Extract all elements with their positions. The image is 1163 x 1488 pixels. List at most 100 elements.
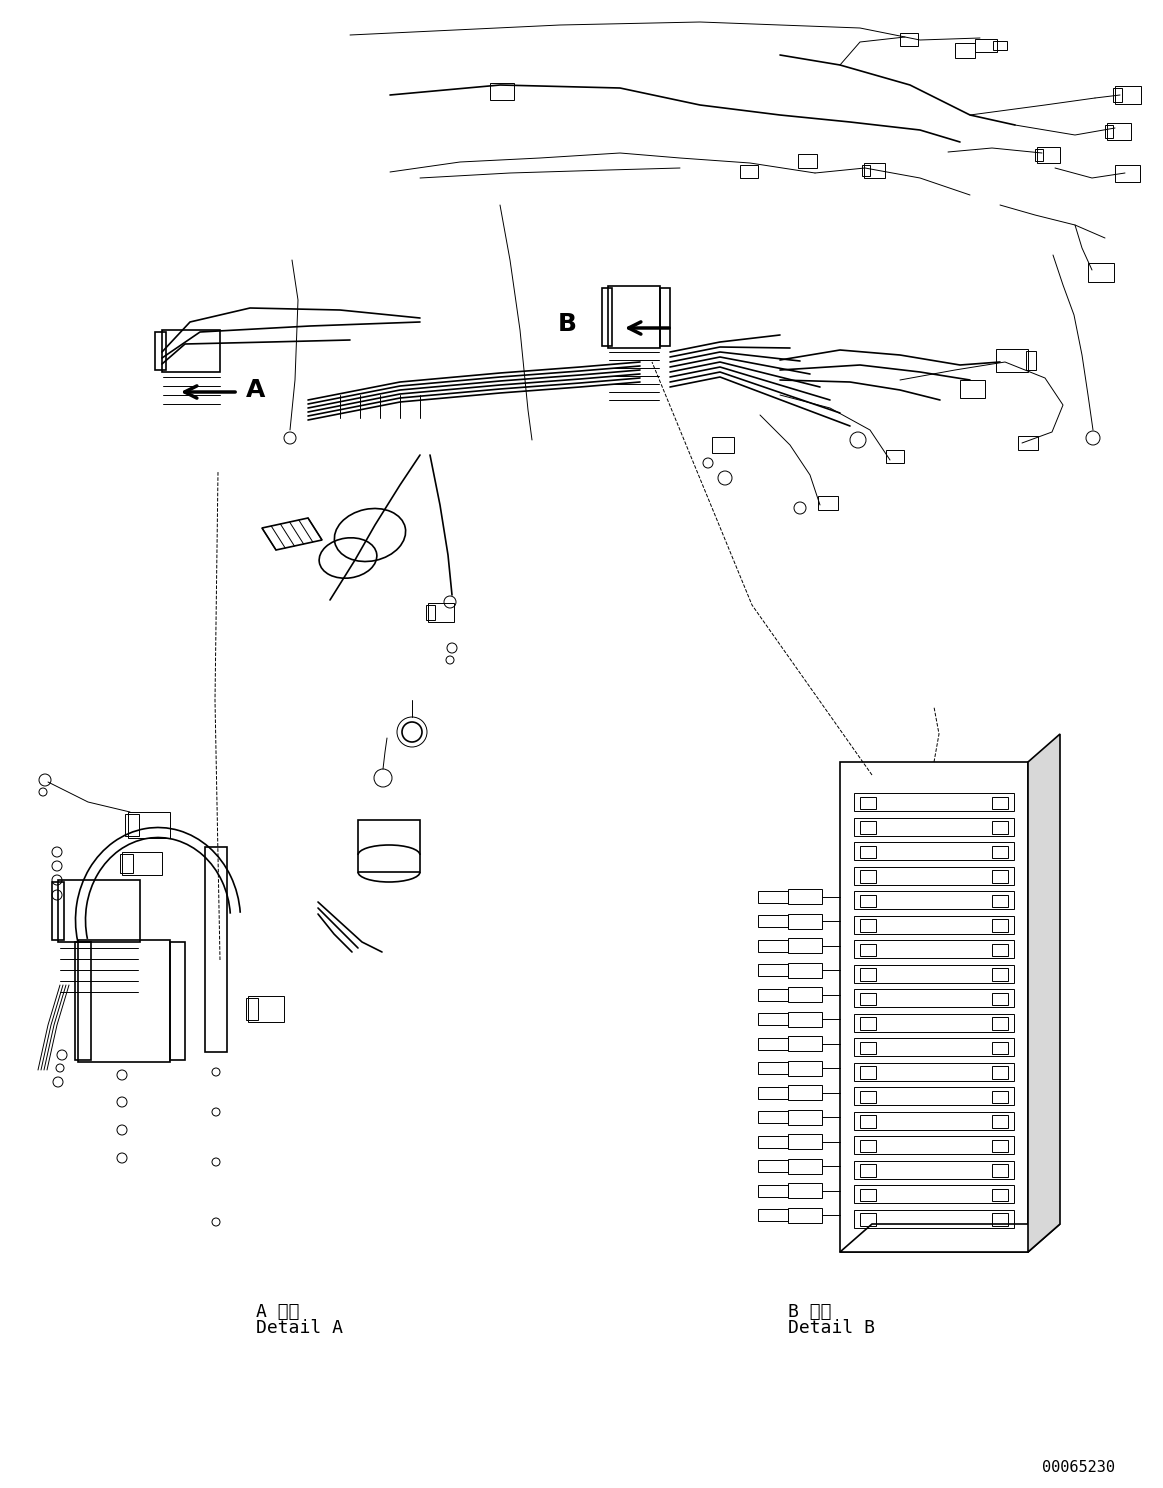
- Bar: [959, 379, 985, 397]
- Bar: [120, 854, 133, 873]
- Bar: [1115, 86, 1141, 104]
- Bar: [859, 969, 876, 981]
- Bar: [862, 165, 870, 176]
- Text: Detail A: Detail A: [256, 1318, 343, 1338]
- Bar: [859, 992, 876, 1004]
- Bar: [789, 939, 822, 954]
- Bar: [975, 39, 997, 52]
- Bar: [758, 915, 789, 927]
- Bar: [758, 1037, 789, 1051]
- Bar: [1115, 165, 1140, 182]
- Bar: [789, 890, 822, 905]
- Bar: [992, 1164, 1008, 1177]
- Bar: [900, 33, 918, 46]
- Bar: [205, 847, 227, 1052]
- Bar: [854, 1088, 1014, 1106]
- Bar: [992, 992, 1008, 1004]
- Bar: [608, 286, 659, 348]
- Text: B: B: [558, 312, 577, 336]
- Text: A: A: [247, 378, 265, 402]
- Text: 00065230: 00065230: [1042, 1461, 1115, 1476]
- Bar: [248, 995, 284, 1022]
- Bar: [854, 1039, 1014, 1056]
- Bar: [992, 796, 1008, 809]
- Bar: [854, 1186, 1014, 1202]
- Bar: [859, 1213, 876, 1226]
- Bar: [1107, 124, 1130, 140]
- Polygon shape: [1028, 734, 1059, 1251]
- Bar: [886, 449, 904, 463]
- Bar: [659, 289, 670, 347]
- Bar: [789, 963, 822, 978]
- Bar: [758, 939, 789, 952]
- Bar: [1113, 88, 1122, 103]
- Bar: [1037, 147, 1059, 164]
- Bar: [992, 1042, 1008, 1054]
- Bar: [124, 814, 140, 836]
- Bar: [854, 793, 1014, 811]
- Bar: [818, 496, 839, 510]
- Bar: [992, 943, 1008, 955]
- Bar: [789, 914, 822, 929]
- Bar: [854, 1137, 1014, 1155]
- Bar: [1035, 149, 1043, 161]
- Bar: [490, 83, 514, 100]
- Bar: [859, 1091, 876, 1103]
- Bar: [992, 845, 1008, 859]
- Bar: [789, 1183, 822, 1198]
- Bar: [789, 1037, 822, 1051]
- Bar: [358, 820, 420, 872]
- Text: Detail B: Detail B: [789, 1318, 875, 1338]
- Bar: [52, 882, 64, 940]
- Bar: [859, 796, 876, 809]
- Bar: [859, 870, 876, 882]
- Text: B 詳細: B 詳細: [789, 1303, 832, 1321]
- Bar: [859, 821, 876, 833]
- Bar: [758, 1210, 789, 1222]
- Bar: [247, 998, 258, 1019]
- Bar: [854, 1013, 1014, 1031]
- Bar: [992, 1115, 1008, 1128]
- Bar: [992, 920, 1008, 931]
- Bar: [854, 818, 1014, 835]
- Bar: [854, 990, 1014, 1007]
- Bar: [426, 606, 435, 620]
- Bar: [992, 1189, 1008, 1201]
- Bar: [758, 964, 789, 976]
- Bar: [996, 350, 1028, 372]
- Bar: [789, 1061, 822, 1076]
- Bar: [602, 289, 612, 347]
- Bar: [854, 940, 1014, 958]
- Text: A 詳細: A 詳細: [256, 1303, 300, 1321]
- Bar: [758, 1135, 789, 1147]
- Bar: [992, 894, 1008, 908]
- Bar: [859, 943, 876, 955]
- Bar: [854, 891, 1014, 909]
- Bar: [840, 762, 1028, 1251]
- Bar: [1018, 436, 1039, 449]
- Bar: [798, 153, 816, 168]
- Bar: [992, 1018, 1008, 1030]
- Bar: [789, 1159, 822, 1174]
- Bar: [992, 1067, 1008, 1079]
- Bar: [789, 1110, 822, 1125]
- Bar: [758, 891, 789, 903]
- Bar: [789, 1085, 822, 1100]
- Bar: [955, 43, 975, 58]
- Bar: [162, 330, 220, 372]
- Bar: [789, 1208, 822, 1223]
- Bar: [992, 870, 1008, 882]
- Bar: [859, 1189, 876, 1201]
- Bar: [74, 942, 91, 1059]
- Bar: [758, 988, 789, 1001]
- Bar: [854, 915, 1014, 933]
- Bar: [428, 603, 454, 622]
- Bar: [122, 853, 162, 875]
- Bar: [128, 812, 170, 838]
- Bar: [859, 894, 876, 908]
- Bar: [859, 1067, 876, 1079]
- Bar: [992, 1140, 1008, 1152]
- Bar: [864, 164, 885, 179]
- Bar: [758, 1013, 789, 1025]
- Bar: [854, 964, 1014, 982]
